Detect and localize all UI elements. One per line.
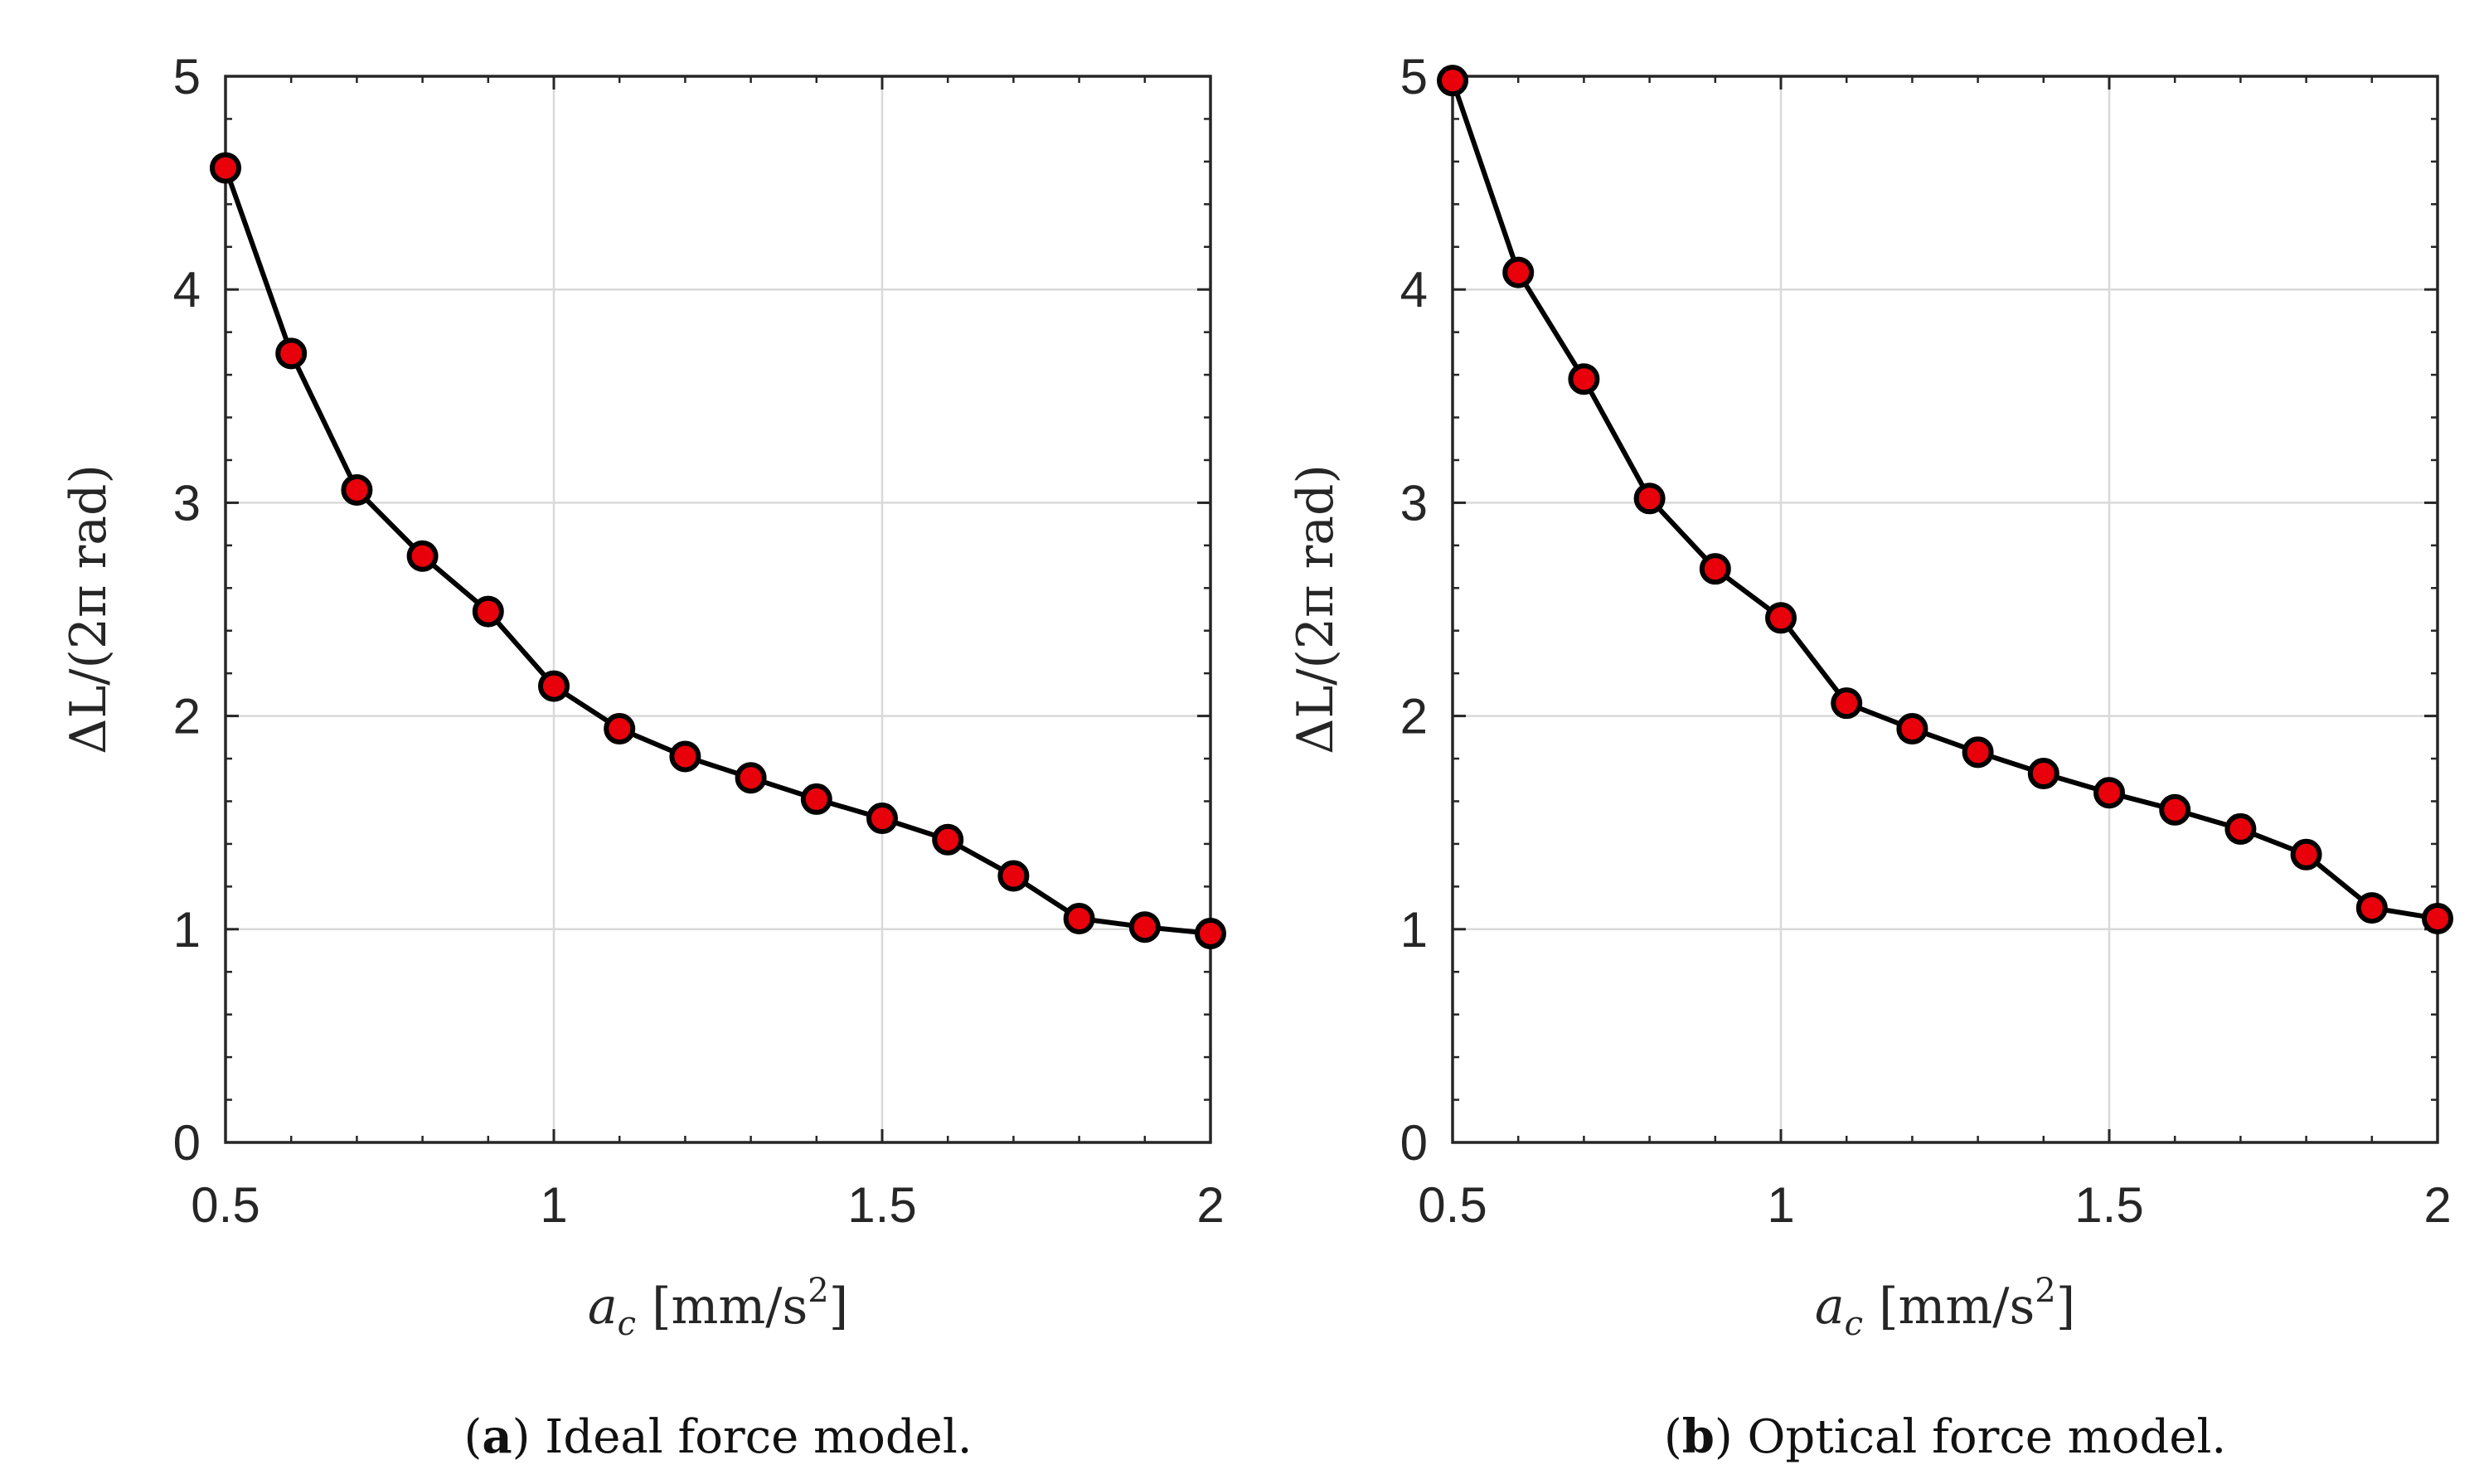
data-point [1128, 911, 1161, 943]
x-axis-units-close: ] [2056, 1278, 2075, 1336]
data-point [1063, 902, 1095, 934]
y-axis-label: ΔL/(2π rad) [60, 464, 118, 754]
data-point [1568, 363, 1600, 395]
data-point [1765, 602, 1797, 634]
y-tick-label: 1 [173, 902, 201, 958]
data-point [2159, 793, 2191, 826]
x-axis-label: ac [mm/s2] [1815, 1272, 2075, 1343]
data-point [275, 337, 308, 370]
caption-close-paren: ) [1715, 1410, 1733, 1464]
x-tick-label: 0.5 [191, 1177, 260, 1233]
panel-caption: (a) Ideal force model. [463, 1409, 972, 1464]
data-point [866, 803, 898, 835]
plot-area [1453, 76, 2438, 1142]
data-point [2093, 777, 2125, 809]
x-axis-units: [mm/s [1879, 1278, 2035, 1336]
caption-text: Optical force model. [1733, 1410, 2226, 1464]
x-tick-label: 1 [1767, 1177, 1794, 1233]
plot-area [226, 76, 1210, 1142]
data-point [2027, 758, 2059, 790]
data-point [2290, 838, 2322, 871]
y-tick-label: 2 [1400, 689, 1428, 744]
y-tick-label: 2 [173, 689, 201, 744]
axes-box [1451, 75, 2439, 1144]
y-tick-label: 3 [1400, 475, 1428, 531]
x-axis-subscript: c [1845, 1305, 1863, 1343]
axes-box [224, 75, 1212, 1144]
data-point [1699, 553, 1731, 585]
x-axis-units-close: ] [829, 1278, 848, 1336]
data-point [341, 473, 373, 506]
y-tick-label: 0 [173, 1115, 201, 1171]
data-point [1502, 256, 1535, 289]
x-tick-label: 1 [540, 1177, 567, 1233]
caption-open-paren: ( [1664, 1410, 1682, 1464]
y-tick-label: 1 [1400, 902, 1428, 958]
data-point [735, 762, 767, 794]
x-axis-space [636, 1278, 652, 1336]
x-axis-symbol: a [1815, 1278, 1845, 1336]
data-point [1831, 687, 1863, 720]
panel-caption: (b) Optical force model. [1664, 1409, 2226, 1464]
y-tick-label: 4 [173, 262, 201, 318]
x-tick-label: 2 [1196, 1177, 1224, 1233]
y-axis-label: ΔL/(2π rad) [1287, 464, 1345, 754]
x-tick-label: 2 [2423, 1177, 2451, 1233]
x-tick-label: 1.5 [847, 1177, 916, 1233]
x-tick-label: 0.5 [1418, 1177, 1487, 1233]
data-point [669, 740, 701, 773]
data-point [1896, 713, 1928, 745]
y-tick-label: 4 [1400, 262, 1428, 318]
caption-letter: b [1682, 1409, 1715, 1464]
data-point [538, 670, 570, 702]
data-point [2224, 812, 2257, 845]
data-point [406, 540, 439, 572]
data-point [1437, 65, 1468, 97]
x-axis-units-superscript: 2 [2035, 1272, 2055, 1310]
x-tick-label: 1.5 [2074, 1177, 2143, 1233]
data-point [2355, 892, 2388, 924]
x-axis-space [1863, 1278, 1879, 1336]
x-axis-subscript: c [618, 1305, 636, 1343]
y-tick-label: 3 [173, 475, 201, 531]
caption-open-paren: ( [463, 1410, 482, 1464]
x-axis-units-superscript: 2 [808, 1272, 828, 1310]
caption-text: Ideal force model. [530, 1410, 972, 1464]
data-point [1962, 736, 1994, 769]
x-axis-label: ac [mm/s2] [588, 1272, 848, 1343]
caption-letter: a [482, 1409, 512, 1464]
y-tick-label: 0 [1400, 1115, 1428, 1171]
x-axis-symbol: a [588, 1278, 618, 1336]
data-point [800, 783, 832, 815]
series-line [223, 167, 1211, 936]
caption-close-paren: ) [512, 1410, 531, 1464]
data-point [472, 595, 504, 628]
x-axis-units: [mm/s [652, 1278, 808, 1336]
series-line [1450, 80, 2438, 921]
data-point [210, 152, 241, 184]
data-point [1195, 917, 1226, 949]
data-point [2422, 902, 2453, 934]
data-point [1633, 483, 1666, 515]
data-point [932, 823, 964, 856]
y-tick-label: 5 [1400, 49, 1428, 104]
y-tick-label: 5 [173, 49, 201, 104]
data-point [997, 860, 1030, 892]
data-point [604, 713, 636, 745]
